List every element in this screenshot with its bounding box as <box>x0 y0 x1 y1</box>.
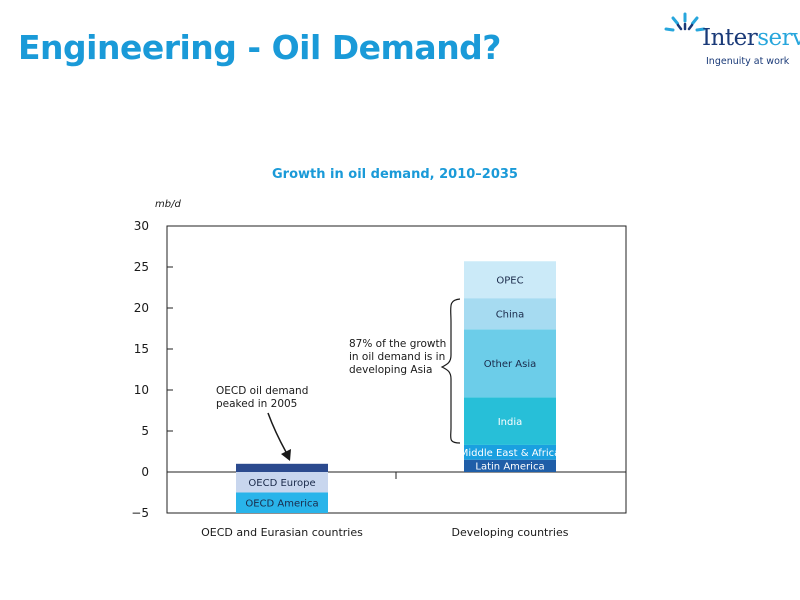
x-category-label: OECD and Eurasian countries <box>201 526 363 539</box>
plot-frame <box>166 225 627 514</box>
y-tick-label: 30 <box>134 219 149 233</box>
logo-word-serve: serve <box>757 25 800 51</box>
bar-segment-opec-label: OPEC <box>496 275 523 286</box>
y-axis-ticks: 30 25 20 15 10 5 0 −5 <box>131 219 173 520</box>
annotation-oecd-line-2: peaked in 2005 <box>216 398 297 410</box>
bar-segment-middle-east-africa <box>464 444 556 460</box>
bar-segment-oecd-europe-label: OECD Europe <box>248 478 315 489</box>
slide-title: Engineering - Oil Demand? <box>18 28 501 67</box>
bar-segment-china-label: China <box>496 309 525 320</box>
logo-mark-icon <box>664 12 706 32</box>
bar-segment-other-asia-label: Other Asia <box>484 359 537 370</box>
bar-segment-middle-east-africa-label: Middle East & Africa <box>460 448 560 459</box>
chart-title: Growth in oil demand, 2010–2035 <box>272 167 518 182</box>
logo-word-inter: Inter <box>702 25 758 51</box>
annotation-asia-line-2: in oil demand is in <box>349 351 445 363</box>
bar-segment-oecd-america-label: OECD America <box>245 498 318 509</box>
bar-segment-opec <box>464 261 556 299</box>
annotation-oecd: OECD oil demand peaked in 2005 <box>216 385 312 410</box>
bar-segment-india-label: India <box>498 417 523 428</box>
y-tick-label: 25 <box>134 260 149 274</box>
y-tick-label: −5 <box>131 506 149 520</box>
y-tick-label: 10 <box>134 383 149 397</box>
logo-wordmark: Interserve <box>702 27 800 50</box>
x-axis-labels: OECD and Eurasian countries Developing co… <box>201 526 569 539</box>
y-tick-label: 20 <box>134 301 149 315</box>
logo-tagline: Ingenuity at work <box>706 56 790 67</box>
bar-segment-latin-america-label: Latin America <box>475 461 544 472</box>
bar-segment-oecd-europe <box>236 472 328 493</box>
annotation-asia: 87% of the growth in oil demand is in de… <box>349 338 450 376</box>
annotation-asia-line-3: developing Asia <box>349 364 432 376</box>
x-category-label: Developing countries <box>452 526 569 539</box>
annotation-oecd-arrowhead-icon <box>281 449 291 461</box>
bar-segment-unlabeled <box>236 463 328 472</box>
annotation-oecd-line-1: OECD oil demand <box>216 385 308 397</box>
y-tick-label: 5 <box>141 424 149 438</box>
bar-segment-other-asia <box>464 329 556 398</box>
interserve-logo: Interserve Ingenuity at work <box>662 10 800 72</box>
y-tick-label: 0 <box>141 465 149 479</box>
bars: OECD Europe OECD America Latin America Midd… <box>236 261 560 513</box>
annotation-oecd-arrow-icon <box>267 412 287 453</box>
bar-segment-china <box>464 298 556 330</box>
bar-segment-india <box>464 397 556 445</box>
y-tick-label: 15 <box>134 342 149 356</box>
bar-segment-latin-america <box>464 459 556 472</box>
bar-segment-oecd-america <box>236 492 328 513</box>
y-axis-label: mb/d <box>155 199 181 210</box>
annotation-asia-brace-icon <box>440 298 461 444</box>
annotation-asia-line-1: 87% of the growth <box>349 338 446 350</box>
